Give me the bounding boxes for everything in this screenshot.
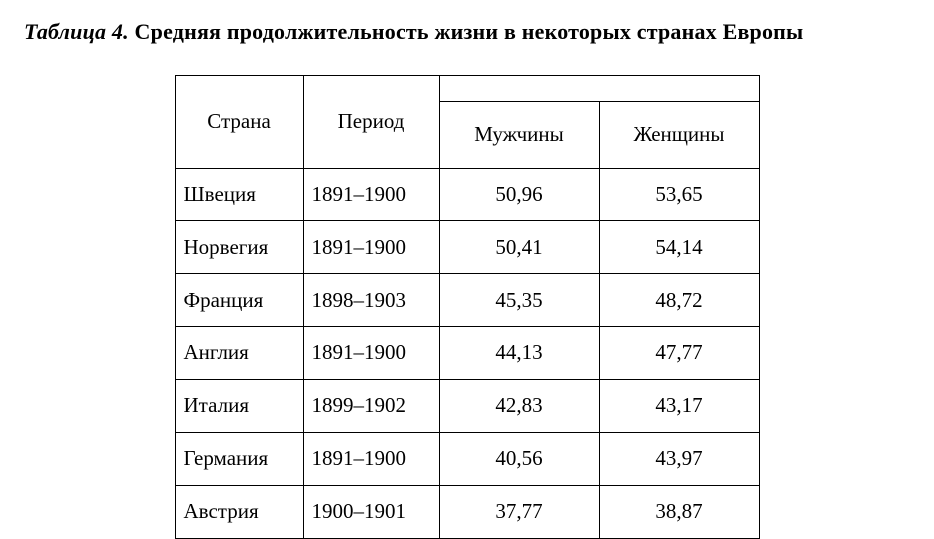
cell-women: 47,77 xyxy=(599,327,759,380)
cell-period: 1891–1900 xyxy=(303,221,439,274)
cell-women: 48,72 xyxy=(599,274,759,327)
table-row: Австрия 1900–1901 37,77 38,87 xyxy=(175,485,759,538)
cell-women: 53,65 xyxy=(599,168,759,221)
cell-men: 40,56 xyxy=(439,432,599,485)
caption-title: Средняя продолжительность жизни в некото… xyxy=(135,19,804,44)
col-header-men: Мужчины xyxy=(439,102,599,168)
col-header-country: Страна xyxy=(175,75,303,168)
col-header-group-blank xyxy=(439,75,759,102)
table-caption: Таблица 4. Средняя продолжительность жиз… xyxy=(24,18,910,47)
cell-women: 38,87 xyxy=(599,485,759,538)
col-header-period: Период xyxy=(303,75,439,168)
cell-period: 1891–1900 xyxy=(303,168,439,221)
cell-men: 50,41 xyxy=(439,221,599,274)
cell-period: 1900–1901 xyxy=(303,485,439,538)
life-expectancy-table: Страна Период Мужчины Женщины Швеция 189… xyxy=(175,75,760,539)
cell-period: 1898–1903 xyxy=(303,274,439,327)
cell-country: Германия xyxy=(175,432,303,485)
cell-period: 1891–1900 xyxy=(303,327,439,380)
cell-women: 43,17 xyxy=(599,379,759,432)
cell-country: Франция xyxy=(175,274,303,327)
table-row: Италия 1899–1902 42,83 43,17 xyxy=(175,379,759,432)
col-header-women: Женщины xyxy=(599,102,759,168)
cell-men: 50,96 xyxy=(439,168,599,221)
cell-men: 42,83 xyxy=(439,379,599,432)
cell-period: 1899–1902 xyxy=(303,379,439,432)
cell-country: Италия xyxy=(175,379,303,432)
cell-men: 37,77 xyxy=(439,485,599,538)
table-row: Швеция 1891–1900 50,96 53,65 xyxy=(175,168,759,221)
cell-country: Австрия xyxy=(175,485,303,538)
table-row: Норвегия 1891–1900 50,41 54,14 xyxy=(175,221,759,274)
cell-country: Англия xyxy=(175,327,303,380)
cell-men: 44,13 xyxy=(439,327,599,380)
table-row: Франция 1898–1903 45,35 48,72 xyxy=(175,274,759,327)
cell-country: Норвегия xyxy=(175,221,303,274)
cell-women: 43,97 xyxy=(599,432,759,485)
table-row: Англия 1891–1900 44,13 47,77 xyxy=(175,327,759,380)
caption-label: Таблица 4. xyxy=(24,19,129,44)
cell-women: 54,14 xyxy=(599,221,759,274)
cell-country: Швеция xyxy=(175,168,303,221)
cell-period: 1891–1900 xyxy=(303,432,439,485)
table-row: Германия 1891–1900 40,56 43,97 xyxy=(175,432,759,485)
cell-men: 45,35 xyxy=(439,274,599,327)
